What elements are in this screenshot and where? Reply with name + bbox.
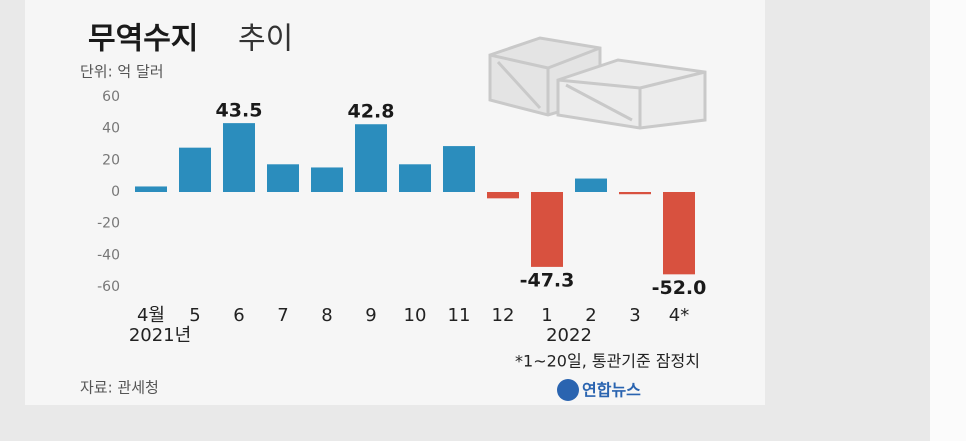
crates-illustration: [488, 36, 707, 130]
chart-title-light: 추이: [238, 22, 293, 57]
unit-label: 단위: 억 달러: [80, 63, 164, 81]
bar: [311, 167, 343, 192]
x-tick-label: 10: [404, 305, 427, 326]
y-tick-label: 0: [111, 184, 120, 200]
bar: [399, 164, 431, 192]
logo-mark: [557, 379, 579, 401]
bar: [487, 192, 519, 199]
x-tick-label: 11: [448, 305, 471, 326]
source: 자료: 관세청: [80, 379, 159, 397]
x-tick-label: 2: [585, 305, 596, 326]
y-tick-label: 40: [102, 121, 120, 137]
bar: [531, 192, 563, 267]
y-tick-label: 60: [102, 89, 120, 105]
x-tick-label: 4*: [669, 305, 689, 326]
bar: [135, 186, 167, 192]
x-tick-label: 1: [541, 305, 552, 326]
bar: [179, 147, 211, 192]
value-label: 42.8: [348, 101, 395, 123]
chart-title: 무역수지: [88, 22, 198, 57]
bar: [619, 192, 651, 195]
side-panel: [930, 0, 966, 441]
x-tick-label: 7: [277, 305, 288, 326]
value-label: 43.5: [216, 100, 263, 122]
y-tick-label: 20: [102, 152, 120, 168]
bar: [443, 146, 475, 192]
y-tick-label: -40: [97, 247, 120, 263]
bar: [663, 192, 695, 275]
x-tick-label: 8: [321, 305, 332, 326]
bar: [267, 164, 299, 192]
bar: [355, 124, 387, 192]
y-tick-label: -20: [97, 216, 120, 232]
value-label: -47.3: [520, 269, 575, 291]
y-tick-label: -60: [97, 279, 120, 295]
x-tick-label: 12: [492, 305, 515, 326]
bar: [575, 178, 607, 192]
x-tick-label: 9: [365, 305, 376, 326]
bar: [223, 123, 255, 192]
x-tick-label: 6: [233, 305, 244, 326]
footnote: *1~20일, 통관기준 잠정치: [515, 352, 700, 371]
year-label: 2022: [546, 325, 592, 346]
x-tick-label: 5: [189, 305, 200, 326]
value-label: -52.0: [652, 277, 707, 299]
x-tick-label: 4월: [137, 305, 165, 326]
x-tick-label: 3: [629, 305, 640, 326]
year-label: 2021년: [129, 325, 191, 346]
logo: 연합뉴스: [582, 381, 641, 400]
